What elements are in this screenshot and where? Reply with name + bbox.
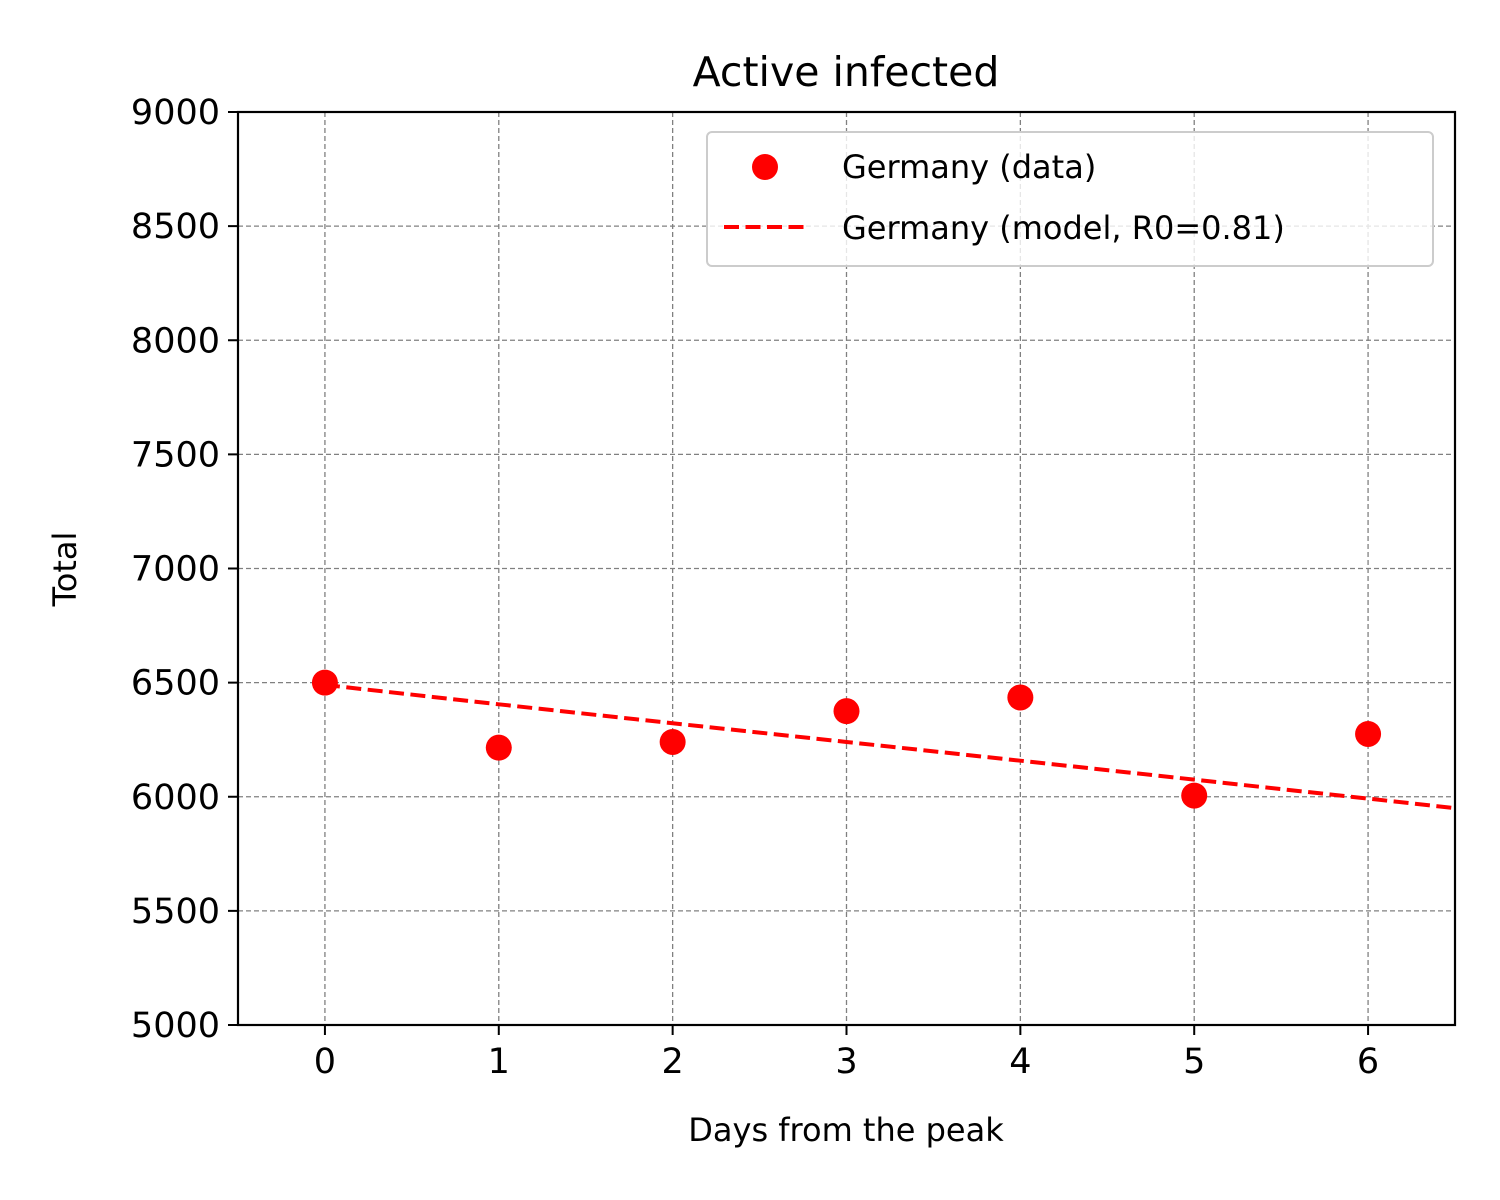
y-tick-label: 8500 bbox=[131, 207, 220, 247]
series-layer bbox=[311, 669, 1456, 811]
data-point bbox=[659, 728, 686, 755]
data-point bbox=[1181, 782, 1208, 809]
x-tick-label: 1 bbox=[488, 1042, 510, 1082]
y-tick-label: 7000 bbox=[131, 550, 220, 590]
legend-label-data: Germany (data) bbox=[842, 148, 1096, 186]
x-tick-label: 0 bbox=[314, 1042, 336, 1082]
x-tick-label: 4 bbox=[1009, 1042, 1031, 1082]
y-axis-title: Total bbox=[46, 532, 84, 608]
y-tick-label: 5500 bbox=[131, 892, 220, 932]
legend-label-model: Germany (model, R0=0.81) bbox=[842, 209, 1285, 247]
model-line bbox=[324, 682, 1456, 811]
data-point bbox=[1007, 684, 1034, 711]
y-tick-label: 7500 bbox=[131, 435, 220, 475]
x-tick-label: 6 bbox=[1357, 1042, 1379, 1082]
ticks: 0 1 2 3 4 5 6 5000 5500 6000 6500 7000 7500 8000 8500 9… bbox=[131, 93, 1379, 1082]
data-point bbox=[833, 698, 860, 725]
legend: Germany (data) Germany (model, R0=0.81) bbox=[706, 131, 1434, 267]
data-point bbox=[485, 734, 512, 761]
data-point bbox=[1355, 720, 1382, 747]
x-axis-title: Days from the peak bbox=[688, 1111, 1004, 1149]
y-tick-label: 5000 bbox=[131, 1006, 220, 1046]
y-tick-label: 6000 bbox=[131, 778, 220, 818]
chart-title: Active infected bbox=[693, 48, 1000, 96]
legend-box bbox=[706, 131, 1434, 267]
x-tick-label: 3 bbox=[835, 1042, 857, 1082]
x-tick-label: 5 bbox=[1183, 1042, 1205, 1082]
x-tick-label: 2 bbox=[662, 1042, 684, 1082]
y-tick-label: 6500 bbox=[131, 664, 220, 704]
data-point bbox=[311, 669, 338, 696]
y-tick-label: 9000 bbox=[131, 93, 220, 133]
legend-marker-data bbox=[752, 154, 778, 180]
y-tick-label: 8000 bbox=[131, 321, 220, 361]
